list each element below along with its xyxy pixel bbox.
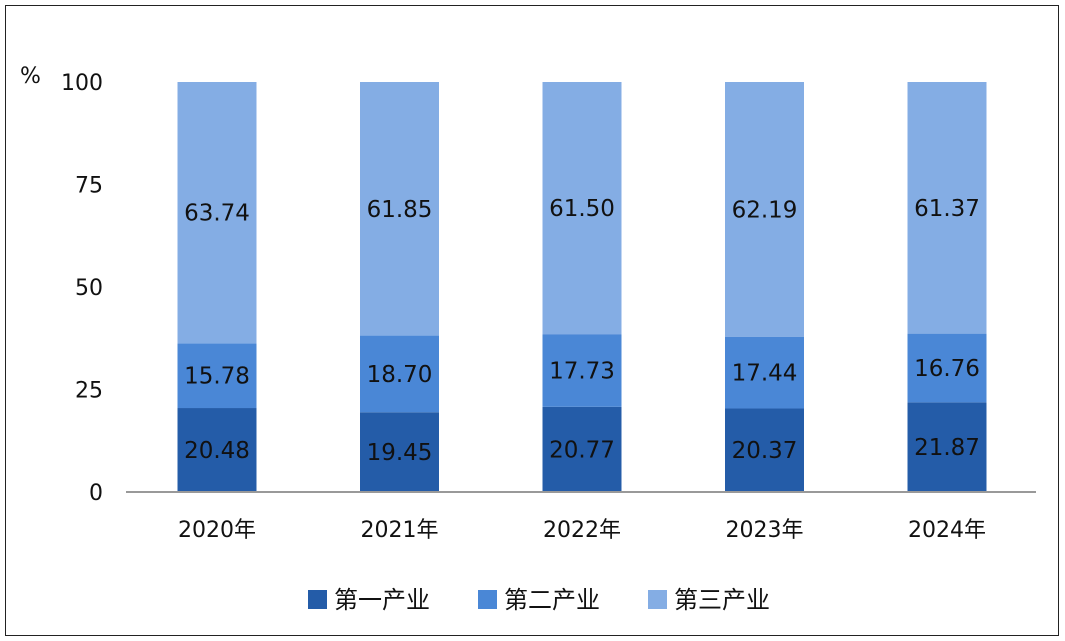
bar-segment xyxy=(725,336,804,409)
bar-segment xyxy=(177,408,257,492)
x-tick-label: 2020年 xyxy=(178,518,256,543)
bar-data-label: 61.50 xyxy=(549,196,615,222)
bar-stack: 21.87 16.76 61.37 xyxy=(907,82,987,492)
bar-stack: 20.48 15.78 63.74 xyxy=(177,82,257,492)
bar-data-label: 21.87 xyxy=(914,435,980,461)
legend-label: 第一产业 xyxy=(334,586,430,614)
bar-segment xyxy=(725,408,804,492)
bars: 20.48 15.78 63.74 19.45 18.70 61.85 20.77 17.73… xyxy=(177,82,987,492)
legend-item: 第二产业 xyxy=(478,586,600,614)
bar-stack: 20.77 17.73 61.50 xyxy=(542,82,622,492)
bar-data-label: 19.45 xyxy=(367,440,433,466)
chart-frame xyxy=(5,5,1059,636)
x-tick-label: 2023年 xyxy=(726,518,804,543)
bar-segment xyxy=(177,343,257,409)
bar-segment xyxy=(907,82,987,334)
x-tick-label: 2024年 xyxy=(908,518,986,543)
bar-segment xyxy=(725,82,804,337)
bar-stack: 20.37 17.44 62.19 xyxy=(725,82,804,492)
x-tick-label: 2022年 xyxy=(543,518,621,543)
bar-stack: 19.45 18.70 61.85 xyxy=(360,82,439,492)
legend: 第一产业 第二产业 第三产业 xyxy=(308,586,770,614)
bar-data-label: 17.44 xyxy=(732,361,798,387)
legend-label: 第二产业 xyxy=(504,586,600,614)
bar-data-label: 61.37 xyxy=(914,196,980,222)
bar-data-label: 61.85 xyxy=(367,197,433,223)
bar-data-label: 16.76 xyxy=(914,356,980,382)
x-axis-tick-labels: 2020年 2021年 2022年 2023年 2024年 xyxy=(178,518,986,543)
bar-segment xyxy=(542,82,622,335)
legend-label: 第三产业 xyxy=(674,586,770,614)
bar-data-label: 17.73 xyxy=(549,358,615,384)
bar-segment xyxy=(177,82,257,344)
bar-segment xyxy=(907,333,987,403)
legend-swatch xyxy=(478,590,497,609)
x-tick-label: 2021年 xyxy=(361,518,439,543)
y-tick-label: 0 xyxy=(89,481,103,506)
y-tick-label: 100 xyxy=(61,71,103,96)
bar-segment xyxy=(360,335,439,413)
y-axis-ticks: 0 25 50 75 100 xyxy=(61,71,103,506)
bar-data-label: 20.77 xyxy=(549,437,615,463)
bar-data-label: 62.19 xyxy=(732,197,798,223)
y-tick-label: 50 xyxy=(75,276,103,301)
bar-segment xyxy=(542,406,622,492)
bar-data-label: 63.74 xyxy=(184,201,250,227)
bar-data-label: 15.78 xyxy=(184,364,250,390)
bar-segment xyxy=(360,412,439,492)
legend-item: 第一产业 xyxy=(308,586,430,614)
y-tick-label: 75 xyxy=(75,174,103,199)
y-tick-label: 25 xyxy=(75,379,103,404)
bar-data-label: 20.37 xyxy=(732,438,798,464)
legend-swatch xyxy=(308,590,327,609)
legend-swatch xyxy=(648,590,667,609)
bar-segment xyxy=(360,82,439,336)
bar-data-label: 18.70 xyxy=(367,362,433,388)
bar-data-label: 20.48 xyxy=(184,438,250,464)
legend-item: 第三产业 xyxy=(648,586,770,614)
y-axis-unit-label: % xyxy=(20,64,41,89)
bar-segment xyxy=(542,334,622,407)
bar-segment xyxy=(907,402,987,492)
